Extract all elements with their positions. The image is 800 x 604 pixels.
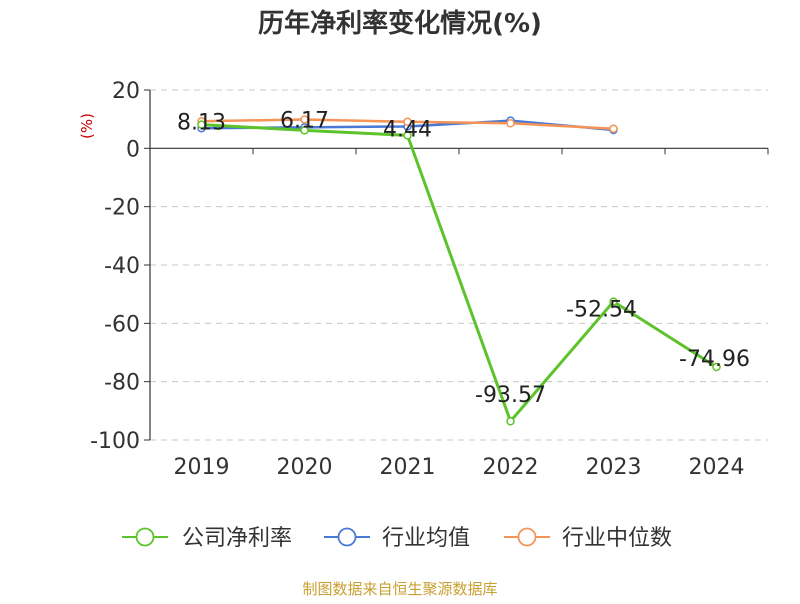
legend-marker [517, 527, 537, 547]
legend: 公司净利率 行业均值 行业中位数 [122, 526, 672, 551]
data-point [506, 416, 515, 426]
data-point [609, 297, 618, 306]
legend-marker [337, 527, 357, 547]
source-footer: 制图数据来自恒生聚源数据库 [302, 580, 497, 598]
x-tick-label: 2019 [174, 455, 230, 480]
y-tick-label: 20 [112, 79, 140, 104]
data-point [403, 131, 412, 140]
y-tick-label: -20 [104, 196, 140, 221]
series-lines [197, 115, 721, 426]
data-label: 6.17 [280, 108, 329, 133]
chart-title: 历年净利率变化情况(%) [258, 8, 542, 39]
data-point [506, 119, 515, 128]
y-tick-label: -60 [104, 312, 140, 337]
series-0 [197, 120, 721, 426]
data-label: 8.13 [177, 111, 226, 136]
y-tick-label: -40 [104, 254, 140, 279]
legend-item: 行业均值 [324, 526, 470, 551]
x-tick-label: 2021 [380, 455, 436, 480]
data-point [197, 120, 206, 129]
legend-label: 公司净利率 [182, 526, 292, 551]
data-label: -74.96 [679, 347, 750, 372]
data-point [609, 124, 618, 134]
series-line [201, 123, 718, 423]
data-point [300, 126, 309, 135]
data-point [300, 115, 309, 124]
series-2 [197, 115, 618, 134]
x-tick-label: 2022 [483, 455, 539, 480]
data-label: -93.57 [475, 383, 546, 408]
data-label: 4.44 [383, 117, 432, 142]
data-point [712, 362, 721, 372]
data-labels: 8.13 6.17 4.44 -93.57 -52.54 -74.96 [177, 108, 750, 408]
data-point [403, 117, 412, 127]
data-label: -52.54 [566, 298, 637, 323]
axes: 20 0 -20 -40 -60 -80 -100 2019 2020 2021 2022 2023 2… [90, 79, 769, 480]
y-axis-label: (%) [78, 113, 96, 139]
x-tick-label: 2020 [277, 455, 333, 480]
legend-marker [135, 527, 155, 547]
legend-label: 行业均值 [382, 526, 470, 551]
legend-item: 公司净利率 [122, 526, 292, 551]
legend-label: 行业中位数 [562, 526, 672, 551]
y-tick-label: 0 [126, 137, 140, 162]
grid-lines [150, 89, 768, 441]
y-tick-label: -100 [90, 429, 140, 454]
y-tick-label: -80 [104, 371, 140, 396]
x-tick-label: 2023 [586, 455, 642, 480]
x-tick-label: 2024 [689, 455, 745, 480]
legend-item: 行业中位数 [504, 526, 672, 551]
